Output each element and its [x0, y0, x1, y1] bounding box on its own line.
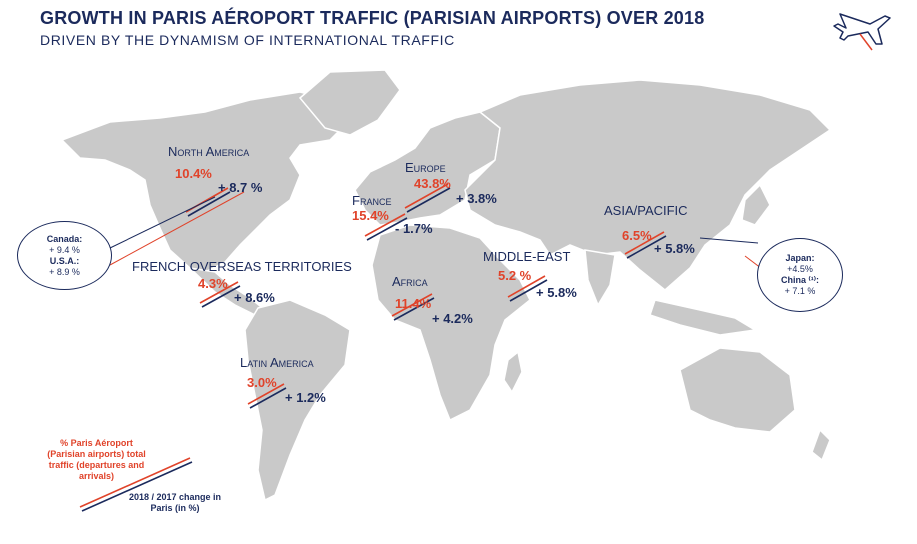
- french-overseas-share: 4.3%: [198, 276, 228, 291]
- page-title: GROWTH IN PARIS AÉROPORT TRAFFIC (PARISI…: [40, 8, 705, 28]
- china-label: China ⁽¹⁾:: [781, 275, 819, 285]
- region-france-label: France: [352, 193, 392, 208]
- page-subtitle: DRIVEN BY THE DYNAMISM OF INTERNATIONAL …: [40, 32, 455, 48]
- europe-change: + 3.8%: [456, 191, 497, 206]
- asia-pacific-share: 6.5%: [622, 228, 652, 243]
- canada-label: Canada:: [46, 233, 83, 244]
- middle-east-change: + 5.8%: [536, 285, 577, 300]
- region-north-america-label: North America: [168, 144, 250, 159]
- usa-label: U.S.A.:: [49, 255, 80, 266]
- continent-asia: [464, 79, 832, 291]
- legend-change-text: 2018 / 2017 change in Paris (in %): [128, 492, 222, 513]
- latin-america-share: 3.0%: [247, 375, 277, 390]
- french-overseas-change: + 8.6%: [234, 290, 275, 305]
- africa-change: + 4.2%: [432, 311, 473, 326]
- region-middle-east-label: MIDDLE-EAST: [483, 249, 571, 264]
- china-value: + 7.1 %: [784, 286, 816, 296]
- canada-value: + 9.4 %: [49, 244, 80, 255]
- continent-north-america: [60, 91, 346, 273]
- continent-india: [584, 249, 616, 307]
- region-africa-label: Africa: [392, 274, 428, 289]
- continent-japan: [741, 183, 771, 226]
- latin-america-change: + 1.2%: [285, 390, 326, 405]
- legend-share-text: % Paris Aéroport (Parisian airports) tot…: [47, 438, 146, 481]
- japan-value: +4.5%: [787, 264, 813, 274]
- continent-south-america: [244, 299, 351, 502]
- region-latin-america-label: Latin America: [240, 355, 314, 370]
- asia-detail-callout: Japan: +4.5% China ⁽¹⁾: + 7.1 %: [757, 238, 843, 312]
- region-europe-label: Europe: [405, 160, 446, 175]
- asia-pacific-change: + 5.8%: [654, 241, 695, 256]
- north-america-share: 10.4%: [175, 166, 212, 181]
- north-america-change: + 8.7 %: [218, 180, 263, 195]
- france-change: - 1.7%: [395, 221, 433, 236]
- north-america-detail-callout: Canada: + 9.4 % U.S.A.: + 8.9 %: [17, 221, 112, 290]
- region-asia-pacific-label: ASIA/PACIFIC: [604, 203, 688, 218]
- usa-value: + 8.9 %: [49, 266, 80, 277]
- continent-indonesia: [649, 299, 758, 336]
- continent-new-zealand: [811, 428, 831, 462]
- france-share: 15.4%: [352, 208, 389, 223]
- europe-share: 43.8%: [414, 176, 451, 191]
- continent-madagascar: [503, 350, 523, 394]
- middle-east-share: 5.2 %: [498, 268, 532, 283]
- continent-greenland: [298, 69, 401, 136]
- continent-australia: [679, 347, 796, 433]
- japan-label: Japan:: [785, 253, 815, 263]
- africa-share: 11.4%: [395, 296, 432, 311]
- airplane-icon: [833, 13, 891, 51]
- region-french-overseas-label: FRENCH OVERSEAS TERRITORIES: [132, 259, 352, 274]
